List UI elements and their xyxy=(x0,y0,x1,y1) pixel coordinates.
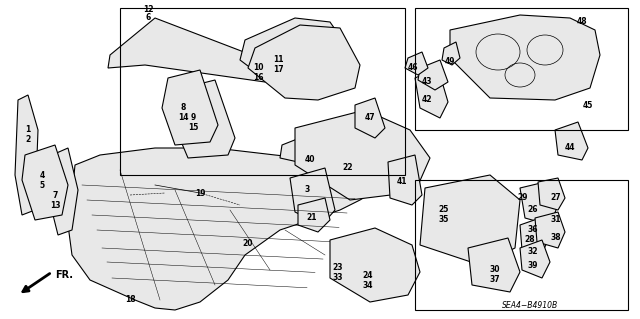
Polygon shape xyxy=(450,15,600,100)
Polygon shape xyxy=(298,198,330,232)
Polygon shape xyxy=(162,70,218,145)
Polygon shape xyxy=(172,80,235,158)
Polygon shape xyxy=(280,130,395,175)
Polygon shape xyxy=(555,122,588,160)
Text: 22: 22 xyxy=(343,164,353,173)
Text: 2: 2 xyxy=(26,136,31,145)
Text: 40: 40 xyxy=(305,155,316,165)
Polygon shape xyxy=(48,148,78,235)
Polygon shape xyxy=(418,60,448,90)
Text: 43: 43 xyxy=(422,78,432,86)
Text: 5: 5 xyxy=(40,181,45,189)
Text: 47: 47 xyxy=(365,114,375,122)
Text: 1: 1 xyxy=(26,125,31,135)
Text: 44: 44 xyxy=(564,144,575,152)
Polygon shape xyxy=(108,18,280,82)
Text: 33: 33 xyxy=(333,273,343,283)
Polygon shape xyxy=(248,25,360,100)
Polygon shape xyxy=(15,95,38,215)
Polygon shape xyxy=(442,42,460,65)
Text: 12: 12 xyxy=(143,5,153,14)
Text: 49: 49 xyxy=(445,57,455,66)
Text: 20: 20 xyxy=(243,239,253,248)
Text: 39: 39 xyxy=(528,261,538,270)
Text: 29: 29 xyxy=(518,194,528,203)
Polygon shape xyxy=(520,240,550,278)
Text: 36: 36 xyxy=(528,226,538,234)
Text: 4: 4 xyxy=(40,170,45,180)
Text: 41: 41 xyxy=(397,177,407,187)
Text: 26: 26 xyxy=(528,205,538,214)
Text: 11: 11 xyxy=(273,56,284,64)
Text: 46: 46 xyxy=(408,63,419,72)
Polygon shape xyxy=(520,218,548,258)
Text: 27: 27 xyxy=(550,194,561,203)
Text: 48: 48 xyxy=(577,18,588,26)
Text: 28: 28 xyxy=(525,235,535,244)
Text: 3: 3 xyxy=(305,186,310,195)
Text: 32: 32 xyxy=(528,248,538,256)
Text: FR.: FR. xyxy=(55,270,73,280)
Text: 15: 15 xyxy=(188,123,198,132)
Text: 14: 14 xyxy=(178,113,188,122)
Text: 16: 16 xyxy=(253,73,263,83)
Text: 24: 24 xyxy=(363,271,373,279)
Text: SEA4−B4910B: SEA4−B4910B xyxy=(502,301,558,310)
Polygon shape xyxy=(415,68,448,118)
Polygon shape xyxy=(68,148,380,310)
Text: 42: 42 xyxy=(422,95,432,105)
Text: 30: 30 xyxy=(490,265,500,275)
Polygon shape xyxy=(520,182,558,225)
Polygon shape xyxy=(405,52,428,75)
Text: 34: 34 xyxy=(363,280,373,290)
Text: 10: 10 xyxy=(253,63,263,72)
Bar xyxy=(415,8,628,130)
Bar xyxy=(415,180,628,310)
Text: 25: 25 xyxy=(439,205,449,214)
Text: 35: 35 xyxy=(439,216,449,225)
Polygon shape xyxy=(468,238,520,292)
Text: 37: 37 xyxy=(490,276,500,285)
Text: 19: 19 xyxy=(195,189,205,197)
Polygon shape xyxy=(355,98,385,138)
Text: 17: 17 xyxy=(273,65,284,75)
Polygon shape xyxy=(420,175,520,265)
Text: 38: 38 xyxy=(550,234,561,242)
Polygon shape xyxy=(535,212,565,248)
Text: 45: 45 xyxy=(583,100,593,109)
Text: 6: 6 xyxy=(145,13,150,23)
Text: 18: 18 xyxy=(125,295,135,305)
Bar xyxy=(120,8,405,175)
Text: 8: 8 xyxy=(180,102,186,112)
Text: 9: 9 xyxy=(190,114,196,122)
Polygon shape xyxy=(295,110,430,200)
Text: 31: 31 xyxy=(551,216,561,225)
Text: 7: 7 xyxy=(52,190,58,199)
Polygon shape xyxy=(240,18,355,95)
Text: 13: 13 xyxy=(50,201,60,210)
Polygon shape xyxy=(22,145,68,220)
Polygon shape xyxy=(290,168,335,225)
Text: 23: 23 xyxy=(333,263,343,272)
Text: 21: 21 xyxy=(307,213,317,222)
Polygon shape xyxy=(330,228,420,302)
Polygon shape xyxy=(538,178,565,210)
Polygon shape xyxy=(388,155,422,205)
